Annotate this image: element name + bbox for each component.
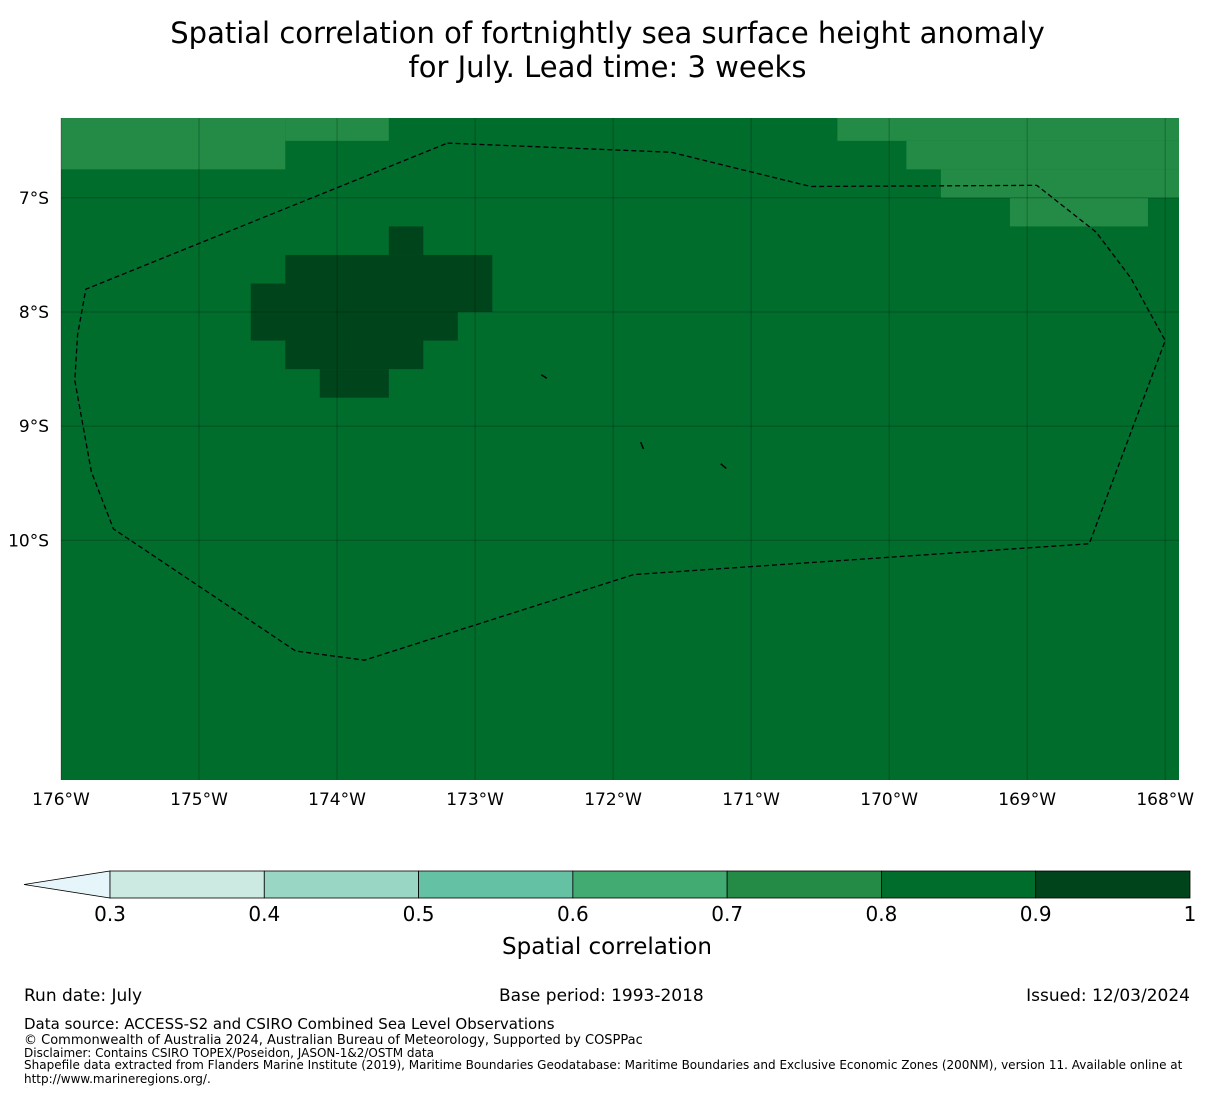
map-cells — [61, 118, 1179, 780]
copyright-text: © Commonwealth of Australia 2024, Austra… — [24, 1033, 643, 1048]
x-tick-label-7: 170°W — [860, 790, 918, 810]
colorbar: 0.3 0.4 0.5 0.6 0.7 0.8 0.9 1 — [23, 870, 1197, 926]
x-tick-label-8: 169°W — [998, 790, 1056, 810]
colorbar-extension-min — [23, 870, 111, 899]
map-cell-7 — [388, 226, 424, 255]
base-period-text: Base period: 1993-2018 — [499, 986, 704, 1006]
x-tick-label-3: 174°W — [308, 790, 366, 810]
map-gridlines — [60, 118, 1179, 780]
colorbar-tick-label-6: 0.8 — [866, 902, 898, 926]
run-date-text: Run date: July — [24, 986, 143, 1006]
marineregions-url-text: http://www.marineregions.org/. — [24, 1072, 211, 1086]
map-cell-4 — [906, 140, 1179, 170]
map-features — [74, 142, 1166, 661]
colorbar-segment-3 — [418, 870, 574, 899]
chart-title-line-1: Spatial correlation of fortnightly sea s… — [170, 16, 1045, 50]
colorbar-label: Spatial correlation — [502, 934, 712, 960]
y-tick-label-3: 9°S — [19, 417, 49, 437]
x-tick-label-6: 171°W — [722, 790, 780, 810]
map-cell-1 — [61, 118, 286, 170]
colorbar-segment-7 — [1035, 870, 1191, 899]
map-cell-12 — [319, 369, 389, 398]
x-tick-label-5: 172°W — [584, 790, 642, 810]
map-cell-5 — [940, 169, 1179, 198]
island-3 — [720, 463, 727, 469]
map-cell-9 — [250, 283, 493, 313]
colorbar-tick-label-5: 0.7 — [711, 902, 743, 926]
y-tick-label-2: 8°S — [19, 303, 49, 323]
data-source-text: Data source: ACCESS-S2 and CSIRO Combine… — [24, 1015, 555, 1033]
colorbar-segment-6 — [881, 870, 1037, 899]
colorbar-segment-5 — [726, 870, 882, 899]
colorbar-tick-label-7: 0.9 — [1020, 902, 1052, 926]
shapefile-credit-text: Shapefile data extracted from Flanders M… — [24, 1058, 1183, 1072]
island-1 — [540, 374, 548, 379]
x-tick-label-1: 176°W — [32, 790, 90, 810]
colorbar-segment-4 — [572, 870, 728, 899]
map-cell-11 — [285, 340, 424, 370]
disclaimer-text: Disclaimer: Contains CSIRO TOPEX/Poseido… — [24, 1046, 434, 1060]
map-cell-8 — [285, 254, 493, 284]
colorbar-tick-label-1: 0.3 — [94, 902, 126, 926]
map-background-cell — [61, 118, 1179, 780]
colorbar-segment-1 — [109, 870, 265, 899]
colorbar-tick-label-2: 0.4 — [248, 902, 280, 926]
x-tick-label-4: 173°W — [446, 790, 504, 810]
island-2 — [640, 441, 645, 450]
colorbar-segment-2 — [263, 870, 419, 899]
map-cell-3 — [837, 118, 1179, 141]
map-cell-6 — [1009, 197, 1148, 227]
map-cell-2 — [285, 118, 389, 141]
colorbar-tick-label-4: 0.6 — [557, 902, 589, 926]
chart-title-line-2: for July. Lead time: 3 weeks — [408, 50, 807, 84]
x-tick-label-2: 175°W — [170, 790, 228, 810]
colorbar-tick-label-8: 1 — [1184, 902, 1197, 926]
x-axis-tick-labels: 176°W 175°W 174°W 173°W 172°W 171°W 170°W 169°W… — [32, 790, 1194, 810]
colorbar-tick-label-3: 0.5 — [403, 902, 435, 926]
y-tick-label-4: 10°S — [8, 531, 49, 551]
x-tick-label-9: 168°W — [1136, 790, 1194, 810]
y-axis-tick-labels: 7°S 8°S 9°S 10°S — [8, 189, 49, 551]
map-cell-10 — [250, 312, 458, 341]
y-tick-label-1: 7°S — [19, 189, 49, 209]
issued-date-text: Issued: 12/03/2024 — [1026, 986, 1190, 1006]
eez-boundary-line — [74, 142, 1166, 661]
